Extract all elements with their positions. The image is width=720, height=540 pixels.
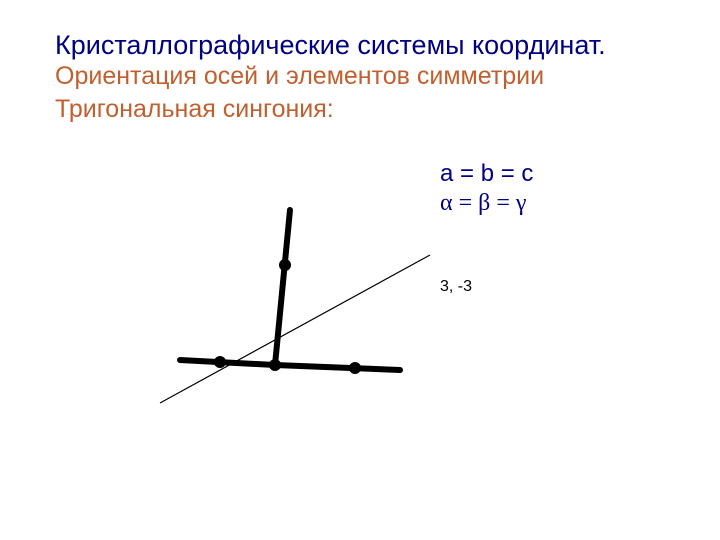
thin-axis-line <box>160 255 430 403</box>
axis-a <box>180 360 275 365</box>
axis-dot-a <box>214 356 226 368</box>
axis-dot-c <box>279 259 291 271</box>
subtitle-line-2: Тригональная сингония: <box>55 95 334 124</box>
axis-b <box>275 365 400 370</box>
subtitle-line-1: Ориентация осей и элементов симметрии <box>55 62 544 91</box>
axis-c <box>275 210 290 365</box>
axes-diagram <box>140 195 460 425</box>
slide-title: Кристаллографические системы координат. <box>55 30 606 61</box>
axis-dot-b <box>349 362 361 374</box>
slide: Кристаллографические системы координат. … <box>0 0 720 540</box>
origin-dot <box>269 359 281 371</box>
equation-lattice-params: a = b = c <box>440 160 533 188</box>
